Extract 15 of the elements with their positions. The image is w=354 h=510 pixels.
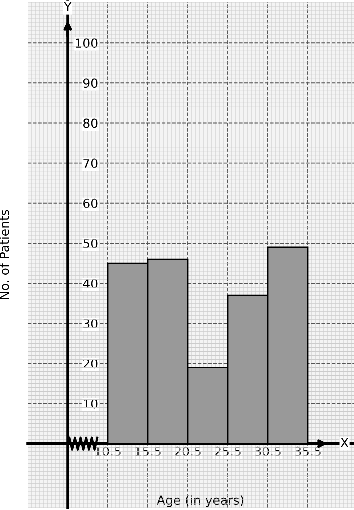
x-tick-label: 15.5 bbox=[135, 447, 161, 456]
x-tick-label: 25.5 bbox=[215, 446, 241, 456]
y-tick-label: 60 bbox=[84, 198, 98, 208]
x-tick-label: 35.5 bbox=[295, 446, 321, 456]
annotation: X bbox=[340, 438, 349, 448]
y-tick-label: 100 bbox=[76, 38, 98, 48]
y-tick-label: 30 bbox=[84, 319, 98, 329]
annotation: Y bbox=[64, 2, 72, 12]
x-axis-title: Age (in years) bbox=[157, 495, 244, 508]
y-tick-label: 50 bbox=[84, 238, 98, 248]
x-tick-label: 30.5 bbox=[255, 446, 281, 456]
y-axis-title: No. of Patients bbox=[0, 210, 10, 300]
x-tick-label: 10.5 bbox=[95, 446, 121, 456]
y-tick-label: 40 bbox=[83, 279, 98, 288]
x-tick-label: 20.5 bbox=[175, 446, 201, 456]
